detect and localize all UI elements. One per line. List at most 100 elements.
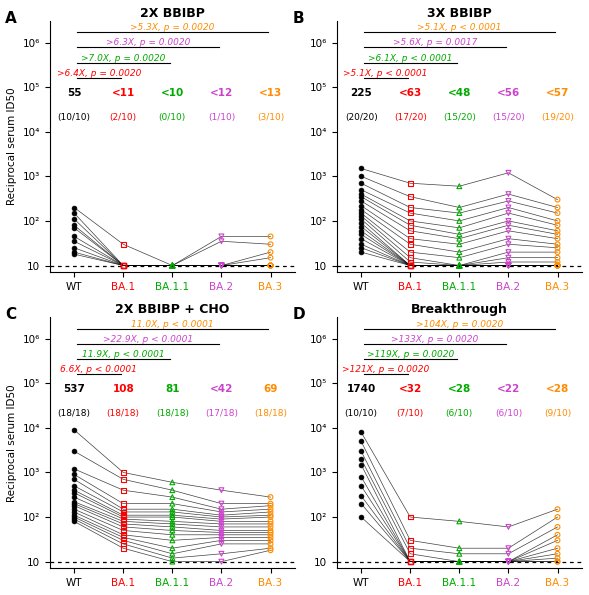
Point — [405, 234, 415, 243]
Point — [356, 460, 366, 469]
Point — [405, 549, 415, 559]
Title: 3X BBIBP: 3X BBIBP — [427, 7, 492, 20]
Point — [455, 223, 464, 233]
Text: >7.0X, p = 0.0020: >7.0X, p = 0.0020 — [81, 54, 166, 62]
Point — [405, 557, 415, 566]
Point — [266, 536, 275, 545]
Point — [553, 553, 562, 563]
Point — [217, 261, 226, 270]
Point — [553, 240, 562, 249]
Point — [455, 240, 464, 249]
Point — [266, 261, 275, 270]
Point — [70, 497, 79, 506]
Point — [217, 261, 226, 270]
Text: (10/10): (10/10) — [58, 113, 91, 122]
Point — [405, 261, 415, 270]
Text: 1740: 1740 — [346, 384, 376, 394]
Point — [70, 501, 79, 511]
Point — [70, 249, 79, 259]
Point — [405, 543, 415, 553]
Point — [455, 557, 464, 566]
Text: 6.6X, p < 0.0001: 6.6X, p < 0.0001 — [60, 365, 137, 374]
Text: >121X, p = 0.0020: >121X, p = 0.0020 — [342, 365, 429, 374]
Text: 55: 55 — [67, 87, 81, 98]
Point — [118, 261, 128, 270]
Point — [70, 221, 79, 230]
Point — [217, 549, 226, 559]
Text: >6.3X, p = 0.0020: >6.3X, p = 0.0020 — [105, 39, 190, 48]
Point — [266, 533, 275, 542]
Point — [168, 526, 177, 536]
Point — [217, 539, 226, 549]
Point — [356, 211, 366, 221]
Point — [405, 192, 415, 202]
Text: >6.4X, p = 0.0020: >6.4X, p = 0.0020 — [57, 68, 141, 77]
Text: >22.9X, p < 0.0001: >22.9X, p < 0.0001 — [102, 334, 193, 343]
Point — [118, 536, 128, 545]
Text: (7/10): (7/10) — [396, 409, 424, 418]
Point — [553, 522, 562, 532]
Text: 225: 225 — [350, 87, 372, 98]
Text: (17/20): (17/20) — [394, 113, 426, 122]
Point — [217, 512, 226, 522]
Point — [168, 505, 177, 514]
Text: >5.6X, p = 0.0017: >5.6X, p = 0.0017 — [393, 39, 477, 48]
Point — [356, 201, 366, 211]
Point — [405, 557, 415, 566]
Text: <22: <22 — [497, 384, 520, 394]
Point — [266, 248, 275, 257]
Point — [504, 261, 513, 270]
Point — [266, 507, 275, 516]
Point — [217, 516, 226, 526]
Point — [553, 234, 562, 243]
Point — [504, 557, 513, 566]
Point — [455, 557, 464, 566]
Point — [118, 530, 128, 540]
Point — [217, 505, 226, 514]
Point — [217, 261, 226, 270]
Point — [356, 185, 366, 195]
Text: (10/10): (10/10) — [345, 409, 378, 418]
Point — [356, 499, 366, 508]
Point — [455, 557, 464, 566]
Point — [118, 468, 128, 477]
Point — [356, 196, 366, 206]
Point — [168, 549, 177, 559]
Point — [405, 261, 415, 270]
Point — [70, 425, 79, 434]
Point — [455, 253, 464, 262]
Y-axis label: Reciprocal serum ID50: Reciprocal serum ID50 — [7, 384, 17, 502]
Text: (19/20): (19/20) — [541, 113, 574, 122]
Point — [504, 557, 513, 566]
Point — [504, 557, 513, 566]
Point — [455, 216, 464, 226]
Point — [356, 222, 366, 231]
Point — [504, 261, 513, 270]
Point — [455, 261, 464, 270]
Point — [266, 501, 275, 511]
Point — [118, 539, 128, 549]
Point — [118, 507, 128, 516]
Point — [356, 437, 366, 446]
Point — [217, 507, 226, 516]
Point — [455, 261, 464, 270]
Point — [266, 528, 275, 537]
Point — [168, 261, 177, 270]
Text: A: A — [5, 11, 17, 26]
Point — [405, 261, 415, 270]
Point — [405, 557, 415, 566]
Text: (18/18): (18/18) — [156, 409, 189, 418]
Point — [266, 261, 275, 270]
Point — [168, 486, 177, 495]
Point — [217, 236, 226, 246]
Point — [217, 522, 226, 532]
Point — [356, 243, 366, 252]
Point — [266, 253, 275, 262]
Point — [118, 261, 128, 270]
Point — [266, 530, 275, 540]
Point — [70, 248, 79, 257]
Text: (6/10): (6/10) — [495, 409, 522, 418]
Text: >5.1X, p < 0.0001: >5.1X, p < 0.0001 — [417, 23, 501, 32]
Point — [70, 203, 79, 212]
Point — [455, 203, 464, 212]
